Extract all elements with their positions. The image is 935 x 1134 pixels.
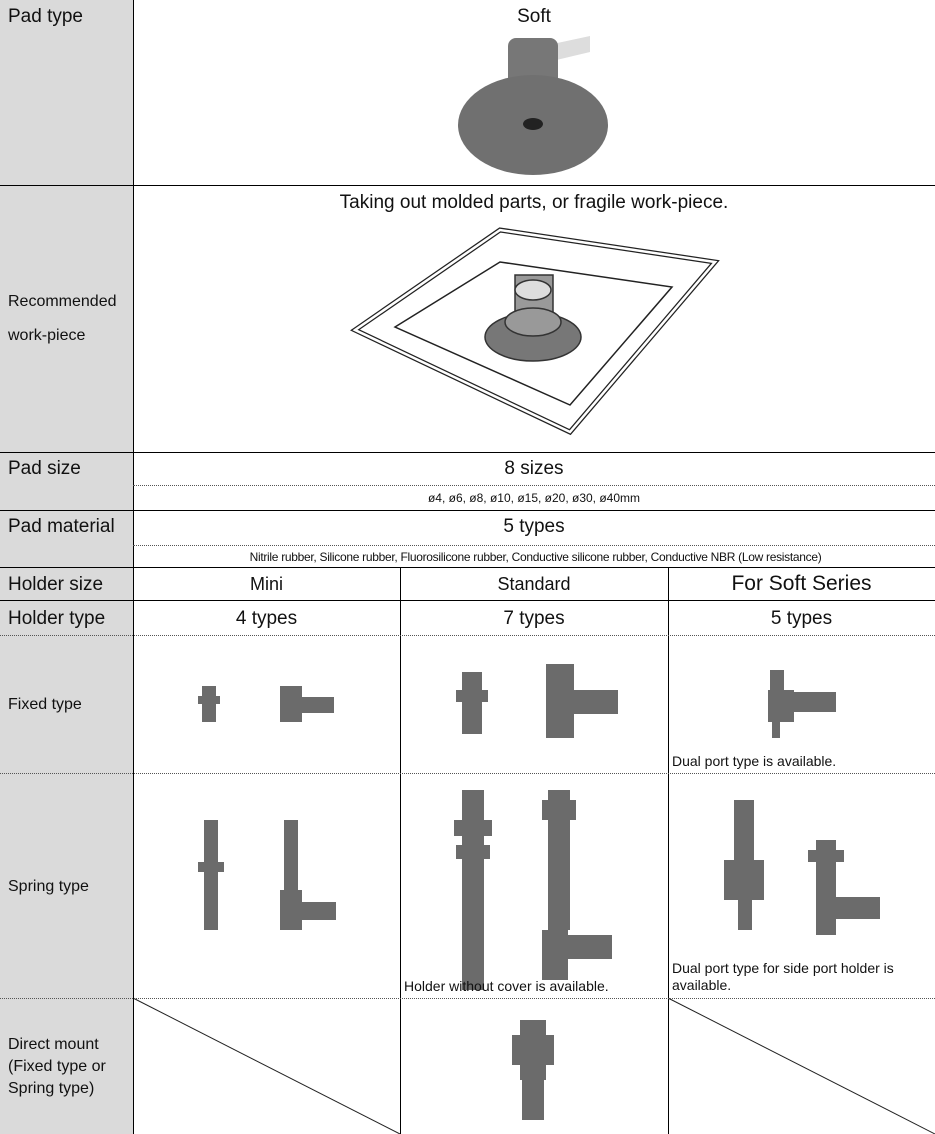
cell-text: 8 sizes	[504, 458, 564, 479]
dotted-rule	[0, 773, 935, 774]
dotted-rule	[0, 635, 935, 636]
column-rule	[400, 567, 401, 1134]
cell-text: Soft	[517, 6, 551, 27]
cell-text: For Soft Series	[731, 572, 872, 595]
row-label: Direct mount	[8, 1036, 99, 1053]
dotted-rule	[133, 485, 935, 486]
dotted-rule	[0, 998, 935, 999]
cell-text: 5 types	[770, 608, 833, 629]
row-label: Pad size	[8, 458, 81, 479]
row-label: Spring type)	[8, 1080, 95, 1097]
row-label: (Fixed type or	[8, 1058, 106, 1075]
row-label: work-piece	[8, 327, 86, 344]
cell-note: Holder without cover is available.	[404, 978, 609, 994]
row-rule	[0, 510, 935, 511]
row-label: Pad material	[8, 516, 115, 537]
row-label: Fixed type	[8, 696, 82, 713]
row-rule	[0, 567, 935, 568]
column-rule	[668, 567, 669, 1134]
cell-text: Standard	[497, 574, 571, 594]
row-rule	[0, 452, 935, 453]
cell-text: Mini	[249, 574, 283, 594]
soft-pad-image	[458, 36, 608, 175]
row-label: Pad type	[8, 6, 83, 27]
row-label: Spring type	[8, 878, 89, 895]
row-rule	[0, 600, 935, 601]
workpiece-image	[350, 227, 720, 436]
dotted-rule	[133, 545, 935, 546]
cell-detail: ø4, ø6, ø8, ø10, ø15, ø20, ø30, ø40mm	[427, 491, 641, 505]
cell-text: Taking out molded parts, or fragile work…	[339, 192, 729, 213]
empty-cell-diagonals	[132, 997, 935, 1134]
cell-text: 4 types	[235, 608, 298, 629]
row-label: Recommended	[8, 293, 117, 310]
cell-note: Dual port type for side port holder is a…	[672, 960, 894, 993]
row-label: Holder size	[8, 574, 104, 595]
cell-text: 5 types	[503, 516, 565, 537]
row-rule	[0, 185, 935, 186]
holder-images	[198, 664, 880, 1120]
row-label: Holder type	[8, 608, 106, 629]
cell-detail: Nitrile rubber, Silicone rubber, Fluoros…	[249, 550, 822, 564]
cell-note: Dual port type is available.	[672, 753, 837, 769]
cell-text: 7 types	[503, 608, 565, 629]
